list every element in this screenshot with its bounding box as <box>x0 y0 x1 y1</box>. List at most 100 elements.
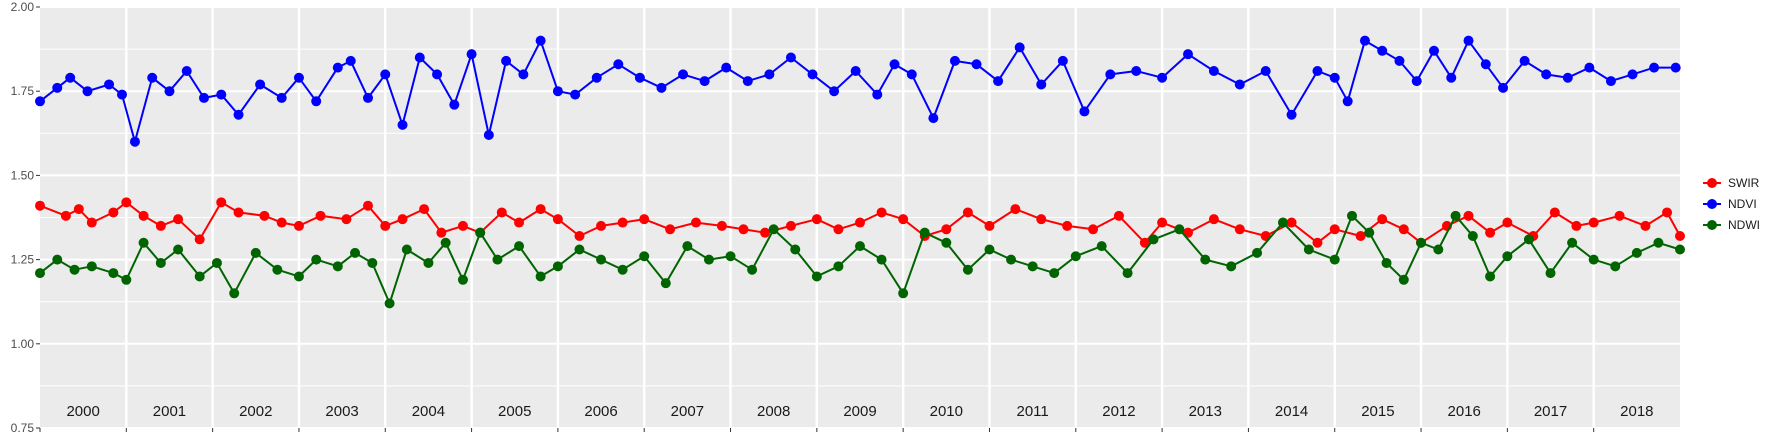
data-point <box>1139 237 1150 248</box>
data-point <box>971 59 982 70</box>
data-point <box>138 210 149 221</box>
data-point <box>574 231 585 242</box>
data-point <box>768 224 779 235</box>
data-point <box>807 69 818 80</box>
data-point <box>293 220 304 231</box>
data-point <box>293 72 304 83</box>
data-point <box>1463 210 1474 221</box>
data-point <box>272 264 283 275</box>
legend-marker <box>1707 178 1717 188</box>
data-point <box>682 241 693 252</box>
data-point <box>1010 204 1021 215</box>
series-ndvi <box>35 35 1681 147</box>
data-point <box>1498 82 1509 93</box>
data-point <box>1567 237 1578 248</box>
data-point <box>1062 220 1073 231</box>
year-label: 2001 <box>153 403 186 420</box>
data-point <box>928 113 939 124</box>
data-point <box>436 227 447 238</box>
data-point <box>721 62 732 73</box>
data-point <box>703 254 714 265</box>
data-point <box>613 59 624 70</box>
year-label: 2007 <box>671 403 704 420</box>
year-label: 2016 <box>1448 403 1481 420</box>
data-point <box>1627 69 1638 80</box>
data-point <box>423 257 434 268</box>
data-point <box>1541 69 1552 80</box>
y-axis: 0.75 1.00 1.25 1.50 1.75 2.00 <box>11 0 40 435</box>
legend-item-swir: SWIR <box>1703 176 1760 190</box>
data-point <box>199 92 209 103</box>
y-tick-label: 0.75 <box>11 421 35 435</box>
data-point <box>962 264 973 275</box>
data-point <box>397 214 408 225</box>
data-point <box>617 217 628 228</box>
data-point <box>725 251 736 262</box>
data-point <box>1463 35 1474 46</box>
legend-marker <box>1707 220 1717 230</box>
data-point <box>332 62 343 73</box>
data-point <box>332 261 343 272</box>
legend-marker <box>1707 199 1717 209</box>
data-point <box>1329 72 1340 83</box>
data-point <box>155 220 166 231</box>
data-point <box>855 217 865 228</box>
data-point <box>60 210 71 221</box>
data-point <box>941 224 952 235</box>
data-point <box>1480 59 1491 70</box>
data-point <box>1234 224 1245 235</box>
y-tick-label: 2.00 <box>11 0 35 14</box>
data-point <box>1377 214 1388 225</box>
data-point <box>52 82 63 93</box>
year-labels: 2000 2001 2002 2003 2004 2005 2006 2007 2008 2009… <box>66 403 1653 420</box>
data-point <box>1398 224 1409 235</box>
data-point <box>764 69 775 80</box>
data-point <box>535 35 546 46</box>
data-point <box>1070 251 1081 262</box>
x-axis <box>39 428 1595 432</box>
data-point <box>1329 224 1340 235</box>
data-point <box>1113 210 1124 221</box>
year-label: 2017 <box>1534 403 1567 420</box>
data-point <box>639 251 650 262</box>
data-point <box>678 69 689 80</box>
data-point <box>1519 55 1530 66</box>
data-point <box>855 241 865 252</box>
data-point <box>535 204 546 215</box>
data-point <box>73 204 84 215</box>
data-point <box>1226 261 1237 272</box>
data-point <box>496 207 507 218</box>
data-point <box>414 52 425 63</box>
data-point <box>457 220 468 231</box>
data-point <box>833 261 844 272</box>
data-point <box>69 264 80 275</box>
data-point <box>1502 217 1513 228</box>
data-point <box>86 217 97 228</box>
data-point <box>514 241 525 252</box>
data-point <box>1450 210 1461 221</box>
data-point <box>1545 268 1556 279</box>
year-label: 2012 <box>1102 403 1135 420</box>
data-point <box>1640 220 1651 231</box>
data-point <box>760 227 771 238</box>
year-label: 2011 <box>1016 403 1048 420</box>
year-label: 2005 <box>498 403 531 420</box>
data-point <box>742 76 753 87</box>
data-point <box>790 244 801 255</box>
data-point <box>691 217 701 228</box>
data-point <box>1631 247 1642 258</box>
data-point <box>1049 268 1060 279</box>
year-label: 2004 <box>412 403 445 420</box>
data-point <box>876 254 887 265</box>
legend-label: NDWI <box>1728 218 1760 232</box>
year-label: 2003 <box>325 403 358 420</box>
data-point <box>419 204 430 215</box>
data-point <box>738 224 749 235</box>
data-point <box>293 271 304 282</box>
data-point <box>35 200 45 211</box>
data-point <box>233 207 244 218</box>
data-point <box>1355 231 1366 242</box>
data-point <box>367 257 378 268</box>
data-point <box>1610 261 1621 272</box>
data-point <box>876 207 887 218</box>
